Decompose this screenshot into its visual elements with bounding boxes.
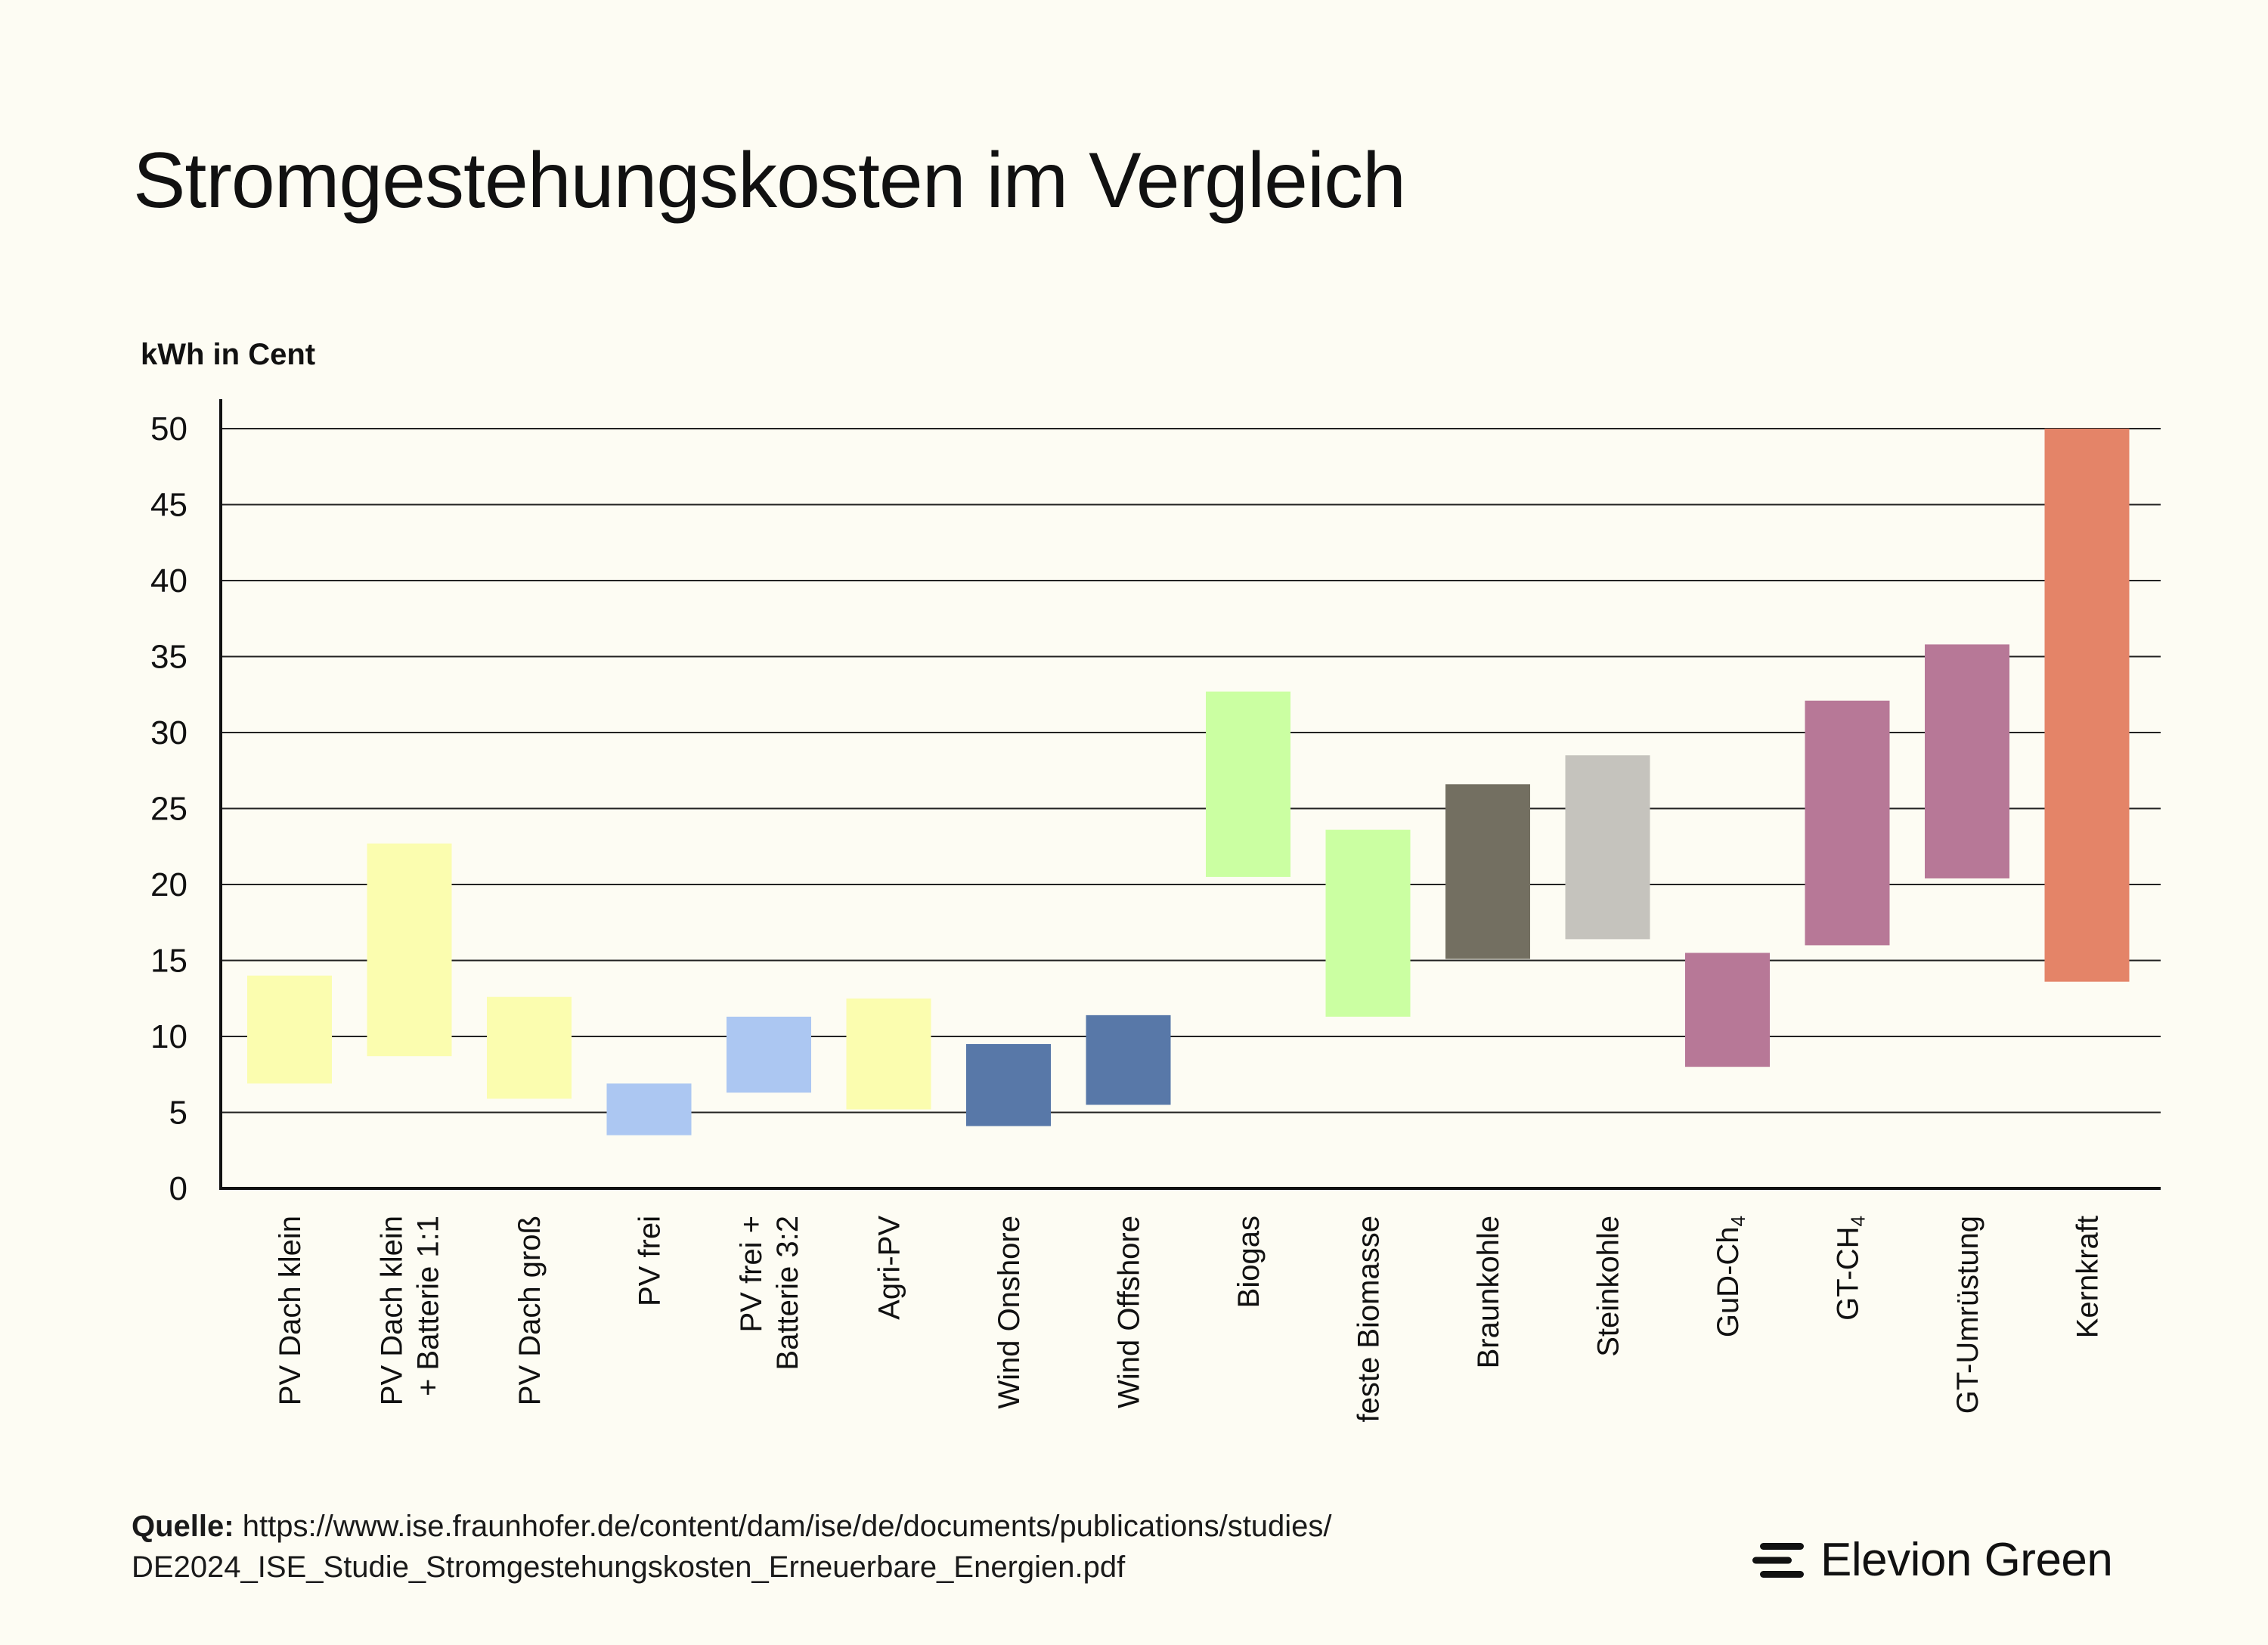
bar (1805, 700, 1890, 946)
source-note: Quelle: https://www.ise.fraunhofer.de/co… (132, 1506, 1332, 1588)
source-url-line1: https://www.ise.fraunhofer.de/content/da… (242, 1510, 1332, 1543)
x-tick-label-text: GT-CH4 (1832, 1216, 1870, 1321)
x-tick-label-text: Steinkohle (1592, 1216, 1625, 1357)
x-tick-label-text: + Batterie 1:1 (412, 1216, 445, 1396)
x-tick-label-text: PV Dach groß (513, 1216, 547, 1405)
logo-text: Elevion Green (1820, 1534, 2113, 1586)
x-tick-label: GuD-Ch4 (1712, 1216, 1749, 1337)
y-tick-label: 35 (150, 639, 187, 676)
x-tick-label: PV Dach klein + Batterie 1:1 (376, 1216, 445, 1405)
x-tick-label: Braunkohle (1472, 1216, 1505, 1368)
bar (966, 1044, 1051, 1126)
x-tick-label: PV frei + Batterie 3:2 (735, 1216, 804, 1371)
x-tick-label-text: feste Biomasse (1352, 1216, 1386, 1422)
y-tick-label: 15 (150, 943, 187, 980)
gridlines (221, 428, 2161, 1114)
x-tick-label: PV Dach groß (513, 1216, 547, 1405)
source-url-line2: DE2024_ISE_Studie_Stromgestehungskosten_… (132, 1551, 1126, 1584)
x-tick-label: GT-Umrüstung (1951, 1216, 1984, 1414)
x-tick-label-text: Batterie 3:2 (771, 1216, 804, 1371)
bar (1685, 953, 1770, 1067)
x-tick-label-text: Kernkraft (2071, 1216, 2105, 1338)
x-tick-label: PV frei (634, 1216, 667, 1306)
y-tick-label: 45 (150, 487, 187, 524)
x-tick-label: Agri-PV (873, 1216, 906, 1320)
x-tick-label: PV Dach klein (274, 1216, 307, 1405)
bar (2044, 429, 2130, 982)
bar (487, 996, 572, 1099)
x-tick-label-text: Wind Onshore (993, 1216, 1026, 1409)
logo: Elevion Green (1752, 1533, 2113, 1587)
y-tick-label: 5 (169, 1095, 187, 1132)
y-tick-label: 40 (150, 562, 187, 599)
bar (1565, 755, 1650, 940)
x-tick-label: GT-CH4 (1832, 1216, 1870, 1321)
x-tick-label-text: GT-Umrüstung (1951, 1216, 1984, 1414)
chart-title: Stromgestehungskosten im Vergleich (133, 137, 1406, 225)
source-label: Quelle: (132, 1510, 234, 1543)
x-tick-labels: PV Dach klein PV Dach klein + Batterie 1:1… (274, 1216, 2105, 1423)
x-tick-label: Wind Onshore (993, 1216, 1026, 1409)
x-tick-label: Biogas (1232, 1216, 1266, 1308)
x-tick-label: Steinkohle (1592, 1216, 1625, 1357)
bar (367, 843, 452, 1057)
y-tick-label: 10 (150, 1018, 187, 1055)
bar (247, 975, 332, 1084)
y-tick-label: 0 (169, 1170, 187, 1207)
x-tick-label: Kernkraft (2071, 1216, 2105, 1338)
elevion-logo-icon (1752, 1542, 1804, 1578)
y-tick-label: 50 (150, 410, 187, 448)
y-tick-label: 20 (150, 866, 187, 903)
x-tick-label: Wind Offshore (1113, 1216, 1146, 1408)
x-tick-label-text: PV frei (634, 1216, 667, 1306)
bar (727, 1016, 811, 1093)
x-tick-label: feste Biomasse (1352, 1216, 1386, 1422)
x-tick-label-text: Braunkohle (1472, 1216, 1505, 1368)
x-tick-label-text: GuD-Ch4 (1712, 1216, 1749, 1337)
y-tick-labels: 0 5 10 15 20 25 30 35 40 45 50 (150, 410, 187, 1207)
axes (219, 399, 2161, 1190)
bar (606, 1083, 692, 1135)
bar (1325, 829, 1411, 1017)
y-tick-label: 30 (150, 714, 187, 751)
x-tick-label-text: PV Dach klein (376, 1216, 409, 1405)
y-tick-label: 25 (150, 791, 187, 828)
x-tick-label-text: Biogas (1232, 1216, 1266, 1308)
bar (1086, 1015, 1171, 1105)
x-tick-label-text: Wind Offshore (1113, 1216, 1146, 1408)
bar (1925, 644, 2009, 878)
bar (1445, 784, 1530, 959)
x-tick-label-text: PV frei + (735, 1216, 768, 1333)
bar (846, 998, 931, 1110)
bars (247, 429, 2130, 1135)
x-tick-label-text: PV Dach klein (274, 1216, 307, 1405)
bar (1206, 691, 1290, 877)
x-tick-label-text: Agri-PV (873, 1216, 906, 1320)
y-axis-label: kWh in Cent (141, 338, 315, 371)
